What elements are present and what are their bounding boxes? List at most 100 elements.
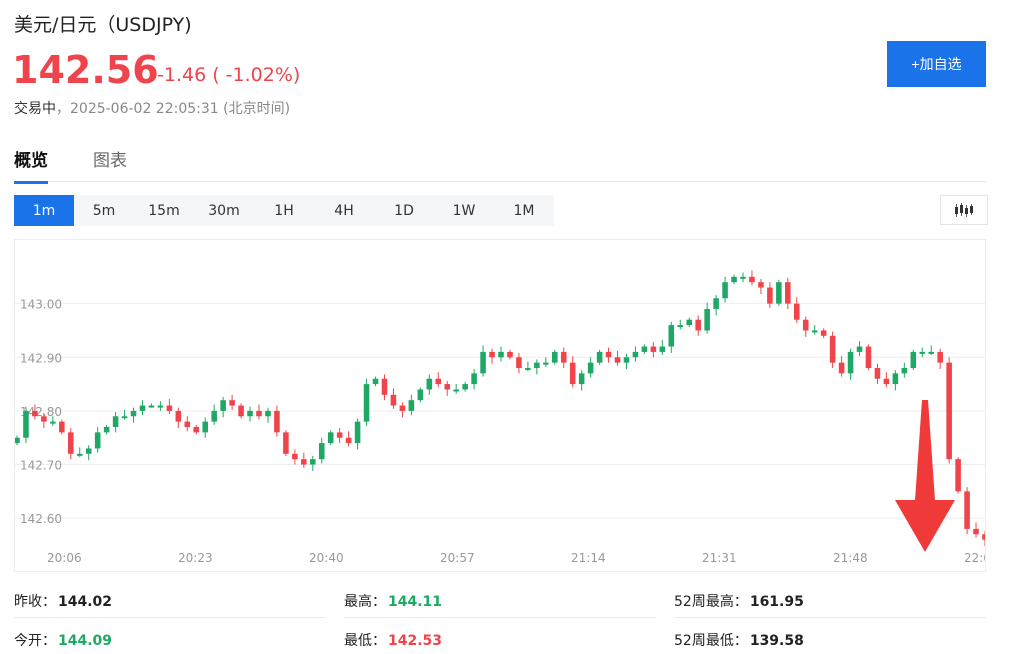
candle-body — [480, 351, 486, 374]
candle-body — [498, 351, 504, 358]
period-1mo[interactable]: 1M — [513, 202, 535, 219]
status-label: 交易中 — [14, 101, 56, 117]
stat-label: 52周最低： — [674, 633, 748, 649]
stat-low: 最低： 142.53 — [344, 630, 442, 650]
candle-body — [372, 378, 379, 385]
stats-panel: 昨收： 144.02 最高： 144.11 52周最高： 161.95 今开： 144.… — [14, 585, 986, 651]
stat-value: 142.53 — [388, 633, 443, 649]
period-4h[interactable]: 4H — [334, 202, 354, 219]
candle-body — [59, 421, 65, 433]
candle-body — [247, 410, 253, 417]
candle-body — [15, 437, 20, 444]
candle-body — [336, 432, 343, 438]
candle-body — [112, 416, 119, 427]
divider — [14, 617, 326, 618]
candle-body — [829, 335, 836, 363]
candle-body — [937, 351, 943, 363]
candle-body — [811, 330, 818, 333]
y-tick-label: 142.70 — [20, 459, 62, 473]
stat-value: 144.02 — [58, 594, 113, 610]
candle-body — [614, 357, 621, 363]
candle-body — [41, 416, 47, 422]
candle-body — [408, 400, 415, 411]
period-15m[interactable]: 15m — [148, 202, 180, 219]
status-time: ，2025-06-02 22:05:31 (北京时间) — [56, 101, 291, 117]
candle-body — [211, 410, 217, 422]
candle-body — [471, 373, 477, 385]
x-tick-label: 20:23 — [178, 551, 213, 565]
x-tick-label: 20:40 — [309, 551, 344, 565]
period-5m[interactable]: 5m — [92, 202, 116, 219]
candle-body — [157, 405, 164, 408]
candlestick-chart: 142.60 142.70 142.80 142.90 143.00 20:06 20:23… — [15, 270, 985, 565]
candle-body — [309, 459, 316, 465]
period-1m[interactable]: 1m — [14, 195, 74, 226]
stat-label: 52周最高： — [674, 594, 748, 610]
period-30m[interactable]: 30m — [208, 202, 240, 219]
stat-value: 144.11 — [388, 594, 443, 610]
candle-body — [578, 373, 585, 385]
candle-body — [121, 416, 128, 419]
candle-body — [955, 459, 961, 492]
candle-body — [883, 378, 890, 385]
add-watchlist-button[interactable]: +加自选 — [887, 41, 986, 87]
candle-body — [76, 453, 83, 456]
stat-value: 139.58 — [749, 633, 804, 649]
period-1d[interactable]: 1D — [394, 202, 414, 219]
period-1w[interactable]: 1W — [452, 202, 476, 219]
divider — [674, 617, 986, 618]
stat-label: 最低： — [344, 633, 386, 649]
stat-label: 今开： — [14, 633, 56, 649]
candle-body — [847, 351, 854, 374]
candle-body — [390, 394, 397, 406]
candle-body — [731, 276, 737, 283]
candle-body — [327, 432, 334, 444]
candle-body — [749, 276, 755, 283]
candle-body — [399, 405, 406, 411]
candle-body — [758, 282, 764, 288]
candle-body — [946, 362, 952, 460]
candle-body — [740, 276, 746, 279]
candle-body — [238, 405, 244, 417]
y-tick-label: 143.00 — [20, 298, 62, 312]
candle-body — [964, 491, 970, 529]
candle-body — [354, 421, 361, 444]
candle-body — [973, 528, 979, 535]
candle-body — [551, 351, 558, 363]
pair-title: 美元/日元（USDJPY) — [14, 14, 192, 36]
candle-body — [632, 351, 639, 358]
period-1h[interactable]: 1H — [274, 202, 294, 219]
candle-body — [892, 373, 899, 385]
candle-body — [435, 378, 442, 385]
candle-body — [560, 351, 567, 363]
candle-body — [704, 309, 710, 331]
tab-overview[interactable]: 概览 — [14, 146, 48, 184]
candle-body — [381, 378, 388, 395]
candle-body — [220, 400, 226, 411]
chart-type-button[interactable] — [940, 195, 988, 225]
stat-open: 今开： 144.09 — [14, 630, 112, 650]
candle-body — [767, 287, 773, 304]
candle-body — [982, 534, 985, 540]
candle-body — [668, 325, 675, 347]
candle-body — [50, 421, 56, 424]
price-chart[interactable]: 142.60 142.70 142.80 142.90 143.00 20:06 20:23… — [14, 239, 986, 572]
candle-body — [838, 362, 845, 374]
candle-body — [641, 346, 648, 352]
candle-body — [901, 368, 908, 374]
candle-body — [130, 410, 137, 417]
stat-label: 昨收： — [14, 594, 56, 610]
tab-chart[interactable]: 图表 — [93, 151, 127, 171]
candle-body — [534, 362, 540, 368]
current-price: 142.56 — [12, 48, 159, 92]
candle-body — [103, 427, 110, 433]
candle-body — [229, 400, 235, 406]
candle-body — [175, 410, 182, 422]
candle-body — [543, 362, 549, 365]
candle-body — [283, 432, 289, 454]
stat-prev-close: 昨收： 144.02 — [14, 591, 112, 611]
y-tick-label: 142.60 — [20, 512, 62, 526]
candle-body — [489, 351, 495, 358]
candle-body — [292, 453, 298, 460]
stat-52w-high: 52周最高： 161.95 — [674, 591, 804, 611]
